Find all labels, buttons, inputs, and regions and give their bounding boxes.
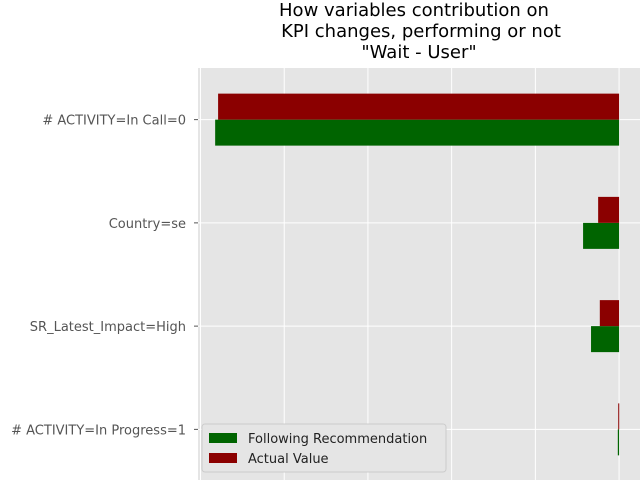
bar <box>215 119 620 146</box>
legend-swatch <box>209 433 237 443</box>
chart-title: How variables contribution on KPI change… <box>279 0 561 63</box>
bar <box>591 326 620 353</box>
y-tick-label: # ACTIVITY=In Progress=1 <box>11 423 186 438</box>
y-tick-label: # ACTIVITY=In Call=0 <box>42 114 186 129</box>
bar <box>599 300 620 327</box>
legend-swatch <box>209 453 237 463</box>
bar <box>583 222 620 249</box>
bar <box>618 403 620 430</box>
y-tick-label: Country=se <box>109 217 186 232</box>
chart-title-line: How variables contribution on <box>279 0 549 21</box>
legend-label: Following Recommendation <box>248 432 427 447</box>
chart-title-line: KPI changes, performing or not <box>281 21 561 42</box>
y-axis-tick-labels: # ACTIVITY=In Call=0 Country=se SR_Latest_… <box>11 114 198 438</box>
bars <box>215 93 620 456</box>
legend: Following Recommendation Actual Value <box>201 423 447 473</box>
bar <box>598 196 620 223</box>
bar <box>617 429 620 456</box>
legend-label: Actual Value <box>248 452 329 467</box>
chart-title-line: "Wait - User" <box>361 42 476 63</box>
legend-box <box>201 423 447 473</box>
y-tick-label: SR_Latest_Impact=High <box>30 320 186 335</box>
bar <box>218 93 620 120</box>
